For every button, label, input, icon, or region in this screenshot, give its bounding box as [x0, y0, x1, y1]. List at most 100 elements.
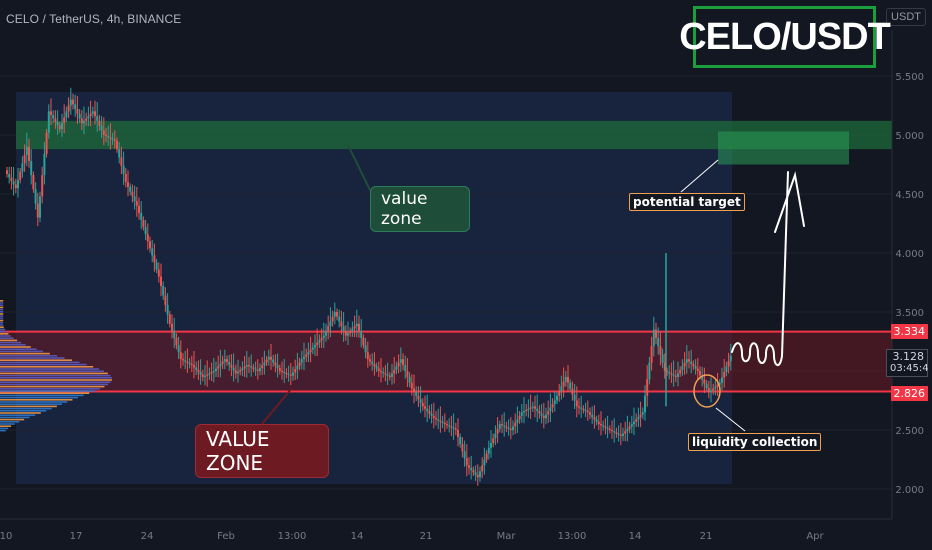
- candle-body: [133, 196, 136, 202]
- candle-body: [254, 368, 257, 370]
- range-box: [16, 92, 732, 484]
- candle-body: [113, 139, 116, 141]
- currency-button[interactable]: USDT: [886, 8, 926, 26]
- candle-body: [289, 374, 292, 376]
- candle-body: [287, 373, 290, 375]
- candle-body: [120, 157, 123, 166]
- candle-body: [430, 413, 433, 416]
- candle-body: [217, 366, 220, 369]
- candle-body: [122, 165, 125, 174]
- candle-body: [725, 366, 728, 372]
- candle-body: [490, 442, 492, 448]
- candle-body: [443, 422, 446, 425]
- profile-bar: [0, 385, 105, 388]
- candle-body: [98, 120, 101, 126]
- profile-bar: [0, 399, 73, 401]
- profile-bar: [0, 341, 22, 344]
- candle-body: [626, 428, 629, 432]
- candle-body: [633, 421, 635, 425]
- candle-body: [507, 427, 510, 429]
- profile-bar: [0, 374, 111, 377]
- candle-body: [210, 372, 213, 374]
- candle-body: [307, 352, 310, 355]
- profile-bar: [0, 355, 58, 357]
- candle-body: [391, 373, 393, 377]
- candle-body: [699, 371, 701, 376]
- candle-body: [270, 356, 272, 360]
- candle-body: [683, 362, 686, 367]
- candle-body: [78, 113, 81, 119]
- candle-body: [584, 409, 587, 412]
- candle-body: [492, 438, 495, 443]
- candle-body: [437, 419, 440, 421]
- profile-bar: [0, 427, 9, 430]
- candle-body: [646, 379, 649, 396]
- current-price-value: 3.128: [892, 350, 925, 363]
- candle-body: [206, 374, 209, 376]
- y-tick-label: 4.000: [895, 249, 924, 260]
- profile-bar: [0, 381, 111, 383]
- candle-body: [56, 122, 59, 126]
- candle-body: [525, 409, 528, 412]
- x-tick-label: 10: [0, 531, 12, 542]
- candle-body: [619, 434, 622, 436]
- candle-body: [573, 394, 576, 401]
- profile-bar: [0, 429, 6, 432]
- profile-bar: [0, 390, 95, 392]
- candle-body: [129, 186, 132, 192]
- candle-body: [197, 369, 200, 373]
- candle-body: [501, 424, 503, 426]
- candle-body: [74, 104, 77, 110]
- candle-body: [83, 120, 85, 124]
- profile-bar: [0, 346, 31, 348]
- candle-body: [333, 312, 336, 317]
- candle-body: [303, 356, 305, 360]
- profile-bar: [0, 337, 14, 339]
- profile-bar: [0, 311, 4, 313]
- value-zone-lower-pointer: [261, 387, 293, 425]
- candle-body: [355, 323, 358, 327]
- profile-bar: [0, 401, 68, 403]
- candle-body: [177, 345, 180, 353]
- profile-bar: [0, 326, 4, 328]
- candle-body: [652, 329, 655, 347]
- candle-body: [281, 371, 283, 372]
- candle-body: [448, 425, 451, 427]
- x-tick-label: Mar: [497, 531, 517, 542]
- symbol-header[interactable]: CELO / TetherUS, 4h, BINANCE: [6, 12, 182, 26]
- candle-body: [571, 388, 574, 395]
- candle-body: [349, 330, 352, 334]
- profile-bar: [0, 407, 52, 410]
- candle-body: [707, 387, 710, 393]
- candle-body: [421, 402, 424, 407]
- candle-body: [463, 451, 466, 459]
- chart-title-box: CELO/USDT: [679, 6, 891, 68]
- candle-body: [6, 170, 8, 174]
- candle-body: [107, 136, 110, 138]
- x-tick-label: 14: [351, 531, 364, 542]
- candle-body: [380, 371, 382, 373]
- candle-body: [61, 123, 63, 130]
- profile-bar: [0, 357, 65, 359]
- candle-body: [186, 361, 189, 363]
- candle-body: [472, 470, 475, 473]
- candle-body: [195, 367, 198, 370]
- candle-body: [8, 173, 11, 178]
- candle-body: [514, 422, 517, 427]
- candle-body: [622, 433, 624, 436]
- volume-profile: [0, 300, 112, 432]
- candle-body: [375, 366, 378, 369]
- x-tick-label: 14: [629, 531, 642, 542]
- candle-body: [76, 109, 79, 114]
- candle-body: [89, 113, 92, 117]
- candle-body: [703, 379, 706, 384]
- candle-body: [316, 342, 319, 346]
- candle-body: [199, 372, 202, 375]
- candle-body: [428, 411, 431, 414]
- candle-body: [723, 371, 726, 378]
- candle-body: [36, 203, 39, 218]
- candle-body: [162, 286, 165, 296]
- candle-body: [80, 118, 83, 124]
- candle-body: [476, 474, 479, 478]
